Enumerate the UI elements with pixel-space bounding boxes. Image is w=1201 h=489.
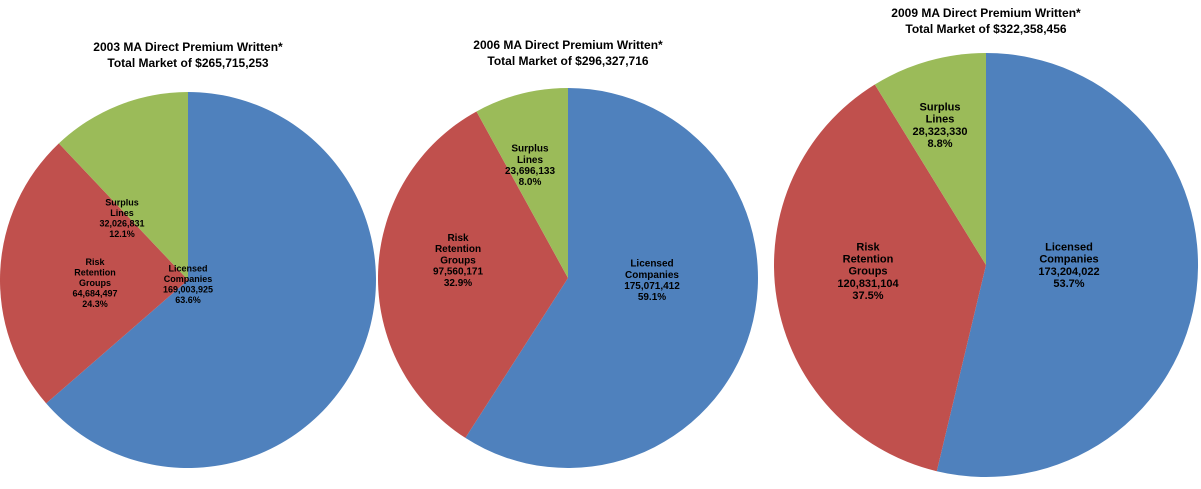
pie-slice-surplus-lines [476,88,568,278]
pie-slice-risk-retention-groups [0,143,188,404]
slice-data-label: Licensed Companies 173,204,022 53.7% [1038,241,1099,290]
pie-slice-licensed-companies [465,88,758,469]
pie-slice-surplus-lines [58,92,188,280]
pie-chart-3: 2009 MA Direct Premium Written* Total Mar… [774,6,1199,477]
slice-data-label: Risk Retention Groups 97,560,171 32.9% [433,233,483,289]
chart-title: 2003 MA Direct Premium Written* [93,40,283,54]
slice-data-label: Surplus Lines 23,696,133 8.0% [505,144,555,189]
chart-subtitle: Total Market of $265,715,253 [107,56,269,70]
pie-slice-risk-retention-groups [377,111,568,438]
pie-chart-1: 2003 MA Direct Premium Written* Total Mar… [0,40,376,468]
slice-data-label: Risk Retention Groups 120,831,104 37.5% [837,241,899,302]
chart-title: 2009 MA Direct Premium Written* [891,6,1081,20]
pie-slice-licensed-companies [936,52,1199,477]
chart-subtitle: Total Market of $322,358,456 [905,22,1067,36]
pie-slice-risk-retention-groups [774,84,986,472]
chart-title: 2006 MA Direct Premium Written* [473,38,663,52]
slice-data-label: Licensed Companies 175,071,412 59.1% [624,259,680,304]
pie-chart-2: 2006 MA Direct Premium Written* Total Mar… [377,38,758,469]
pie-slice-surplus-lines [874,52,986,265]
chart-subtitle: Total Market of $296,327,716 [487,54,649,68]
slice-data-label: Licensed Companies 169,003,925 63.6% [163,263,213,305]
pie-slice-licensed-companies [46,92,376,468]
slice-data-label: Surplus Lines 28,323,330 8.8% [912,101,967,150]
slice-data-label: Surplus Lines 32,026,831 12.1% [99,197,144,239]
slice-data-label: Risk Retention Groups 64,684,497 24.3% [72,257,117,309]
